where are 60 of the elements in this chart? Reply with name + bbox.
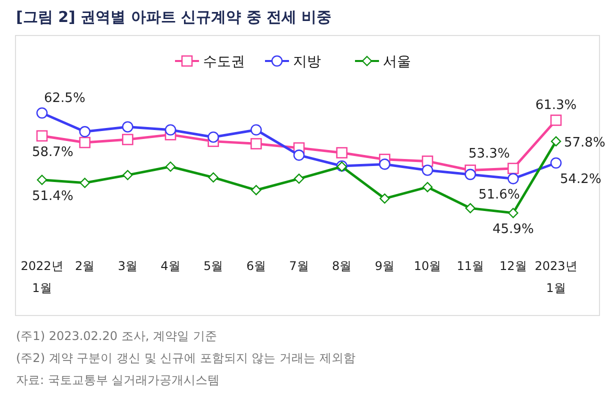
x-tick-label: 10월 bbox=[414, 259, 442, 273]
x-tick-label: 12월 bbox=[500, 259, 527, 273]
point bbox=[36, 130, 48, 142]
x-tick-label: 3월 bbox=[118, 259, 138, 273]
point bbox=[122, 170, 133, 180]
chart-title: [그림 2] 권역별 아파트 신규계약 중 전세 비중 bbox=[16, 8, 332, 26]
point bbox=[36, 107, 48, 119]
point bbox=[422, 164, 434, 176]
point bbox=[508, 208, 518, 218]
point bbox=[464, 168, 476, 180]
x-tick-label: 5월 bbox=[204, 259, 224, 273]
point bbox=[79, 136, 90, 148]
legend-label: 서울 bbox=[383, 54, 411, 70]
data-label: 58.7% bbox=[32, 144, 74, 160]
point bbox=[294, 174, 304, 184]
point bbox=[422, 182, 433, 192]
text: (주1) 2023.02.20 조사, 계약일 기준 bbox=[16, 329, 217, 343]
x-tick-label: 2022년 1월 bbox=[20, 259, 64, 295]
point bbox=[550, 136, 562, 146]
data-label: 57.8% bbox=[564, 135, 606, 150]
x-tick-label: 2023년 1월 bbox=[534, 259, 578, 295]
x-tick-label: 8월 bbox=[332, 259, 352, 273]
x-tick-label: 6월 bbox=[246, 259, 266, 273]
data-label: 51.4% bbox=[32, 188, 74, 204]
point bbox=[122, 121, 134, 133]
data-label: 61.3% bbox=[535, 98, 577, 114]
x-tick-label: 7월 bbox=[289, 259, 309, 273]
text: 자료: 국토교통부 실거래가공개시스템 bbox=[16, 373, 220, 387]
point bbox=[379, 158, 390, 170]
point bbox=[251, 185, 262, 196]
point bbox=[80, 178, 90, 188]
point bbox=[465, 203, 476, 214]
point bbox=[122, 134, 134, 146]
text: (주2) 계약 구분이 갱신 및 신규에 포함되지 않는 거래는 제외함 bbox=[16, 351, 356, 365]
point bbox=[380, 193, 390, 204]
point bbox=[36, 174, 48, 185]
data-label: 54.2% bbox=[560, 172, 602, 187]
point bbox=[79, 126, 90, 138]
point bbox=[164, 124, 176, 136]
point bbox=[550, 114, 562, 126]
x-tick-label: 11월 bbox=[456, 259, 484, 273]
x-tick-label: 9월 bbox=[374, 259, 394, 273]
data-label: 51.6% bbox=[478, 188, 520, 203]
point bbox=[165, 162, 176, 172]
data-label: 62.5% bbox=[44, 91, 86, 106]
point bbox=[508, 173, 519, 184]
point bbox=[508, 162, 519, 174]
point bbox=[208, 131, 219, 143]
data-label: 45.9% bbox=[492, 222, 534, 237]
point bbox=[250, 138, 262, 150]
point bbox=[550, 157, 562, 169]
point bbox=[250, 124, 262, 136]
point bbox=[336, 147, 348, 158]
point bbox=[293, 150, 305, 161]
legend-label: 지방 bbox=[293, 54, 321, 70]
legend-label: 수도권 bbox=[203, 54, 245, 70]
x-tick-label: 4월 bbox=[160, 259, 180, 273]
data-label: 53.3% bbox=[468, 146, 510, 162]
point bbox=[208, 172, 218, 183]
x-tick-label: 2월 bbox=[75, 259, 95, 273]
